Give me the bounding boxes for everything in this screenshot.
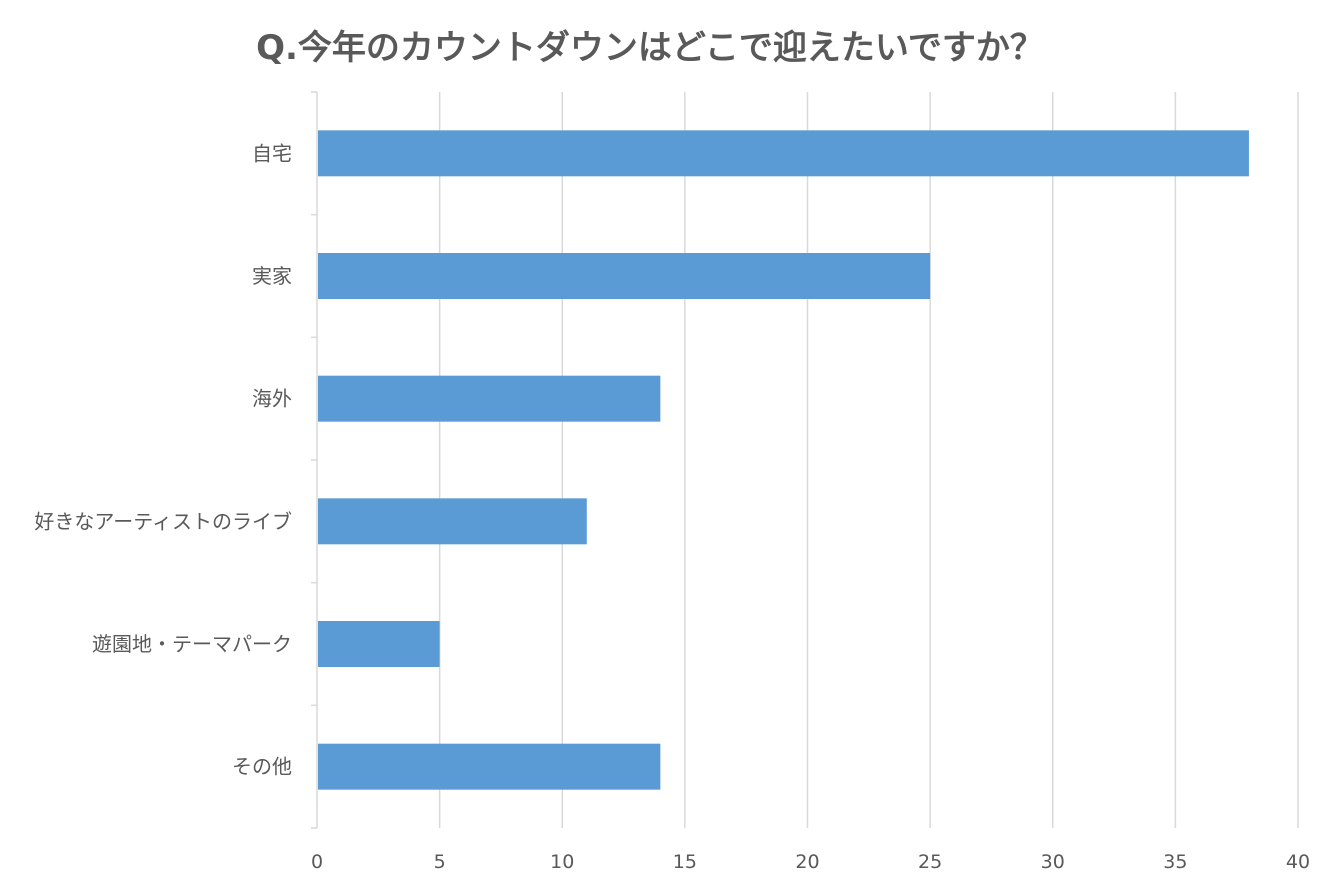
category-label: 遊園地・テーマパーク — [92, 632, 292, 656]
bar-1 — [318, 130, 1249, 177]
bars — [318, 130, 1249, 790]
y-axis — [311, 91, 318, 829]
category-label: 海外 — [252, 387, 292, 411]
category-label: 実家 — [252, 264, 292, 288]
x-tick-label: 35 — [1163, 851, 1187, 873]
bar-2 — [318, 253, 931, 299]
x-tick-label: 0 — [311, 851, 323, 873]
gridlines — [438, 92, 1299, 828]
bar-4 — [318, 498, 587, 545]
category-label: その他 — [232, 755, 292, 779]
x-tick-label: 5 — [434, 851, 446, 873]
bar-3 — [318, 375, 661, 422]
x-tick-label: 15 — [673, 851, 697, 873]
x-tick-label: 10 — [550, 851, 574, 873]
chart-title: Q.今年のカウントダウンはどこで迎えたいですか？ — [256, 28, 1044, 68]
x-tick-label: 20 — [795, 851, 819, 873]
x-tick-label: 25 — [918, 851, 942, 873]
x-tick-label: 40 — [1286, 851, 1310, 873]
category-label: 好きなアーティストのライブ — [34, 509, 292, 533]
x-tick-labels: 0 5 10 15 20 25 30 35 40 — [311, 851, 1310, 873]
x-tick-label: 30 — [1041, 851, 1065, 873]
bar-5 — [318, 621, 440, 667]
category-label: 自宅 — [252, 141, 292, 165]
bar-6 — [318, 743, 661, 790]
